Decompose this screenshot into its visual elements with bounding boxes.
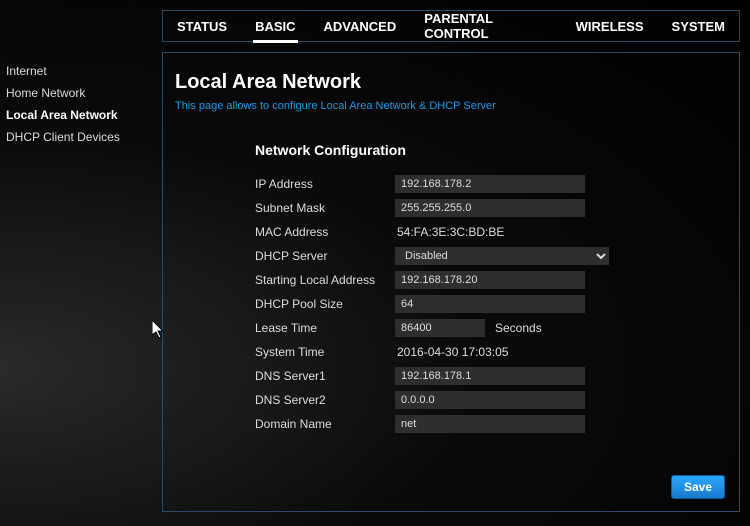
label-starting-local: Starting Local Address (255, 273, 395, 287)
page-title: Local Area Network (175, 71, 727, 94)
field-domain-name (395, 415, 727, 433)
tab-system[interactable]: SYSTEM (658, 11, 739, 41)
label-dns2: DNS Server2 (255, 393, 395, 407)
save-button[interactable]: Save (671, 475, 725, 499)
sidebar-item-internet[interactable]: Internet (6, 60, 156, 82)
field-subnet-mask (395, 199, 727, 217)
row-subnet-mask: Subnet Mask (255, 196, 727, 220)
top-nav: STATUSBASICADVANCEDPARENTAL CONTROLWIREL… (162, 10, 740, 42)
tab-status[interactable]: STATUS (163, 11, 241, 41)
tab-parental-control[interactable]: PARENTAL CONTROL (410, 11, 561, 41)
row-dhcp-pool-size: DHCP Pool Size (255, 292, 727, 316)
select-dhcp-server[interactable]: Disabled (395, 247, 609, 265)
main-panel: Local Area Network This page allows to c… (162, 52, 740, 512)
label-mac-address: MAC Address (255, 225, 395, 239)
row-dns1: DNS Server1 (255, 364, 727, 388)
label-dhcp-server: DHCP Server (255, 249, 395, 263)
field-dns1 (395, 367, 727, 385)
tab-advanced[interactable]: ADVANCED (310, 11, 411, 41)
field-ip-address (395, 175, 727, 193)
page-subtitle: This page allows to configure Local Area… (175, 100, 727, 112)
field-mac-address: 54:FA:3E:3C:BD:BE (395, 225, 727, 239)
input-dhcp-pool-size[interactable] (395, 295, 585, 313)
label-ip-address: IP Address (255, 177, 395, 191)
input-dns2[interactable] (395, 391, 585, 409)
input-dns1[interactable] (395, 367, 585, 385)
field-dhcp-server: Disabled (395, 247, 727, 265)
input-starting-local[interactable] (395, 271, 585, 289)
suffix-lease-time: Seconds (495, 321, 542, 335)
sidebar-item-home-network[interactable]: Home Network (6, 82, 156, 104)
input-domain-name[interactable] (395, 415, 585, 433)
config-form: IP Address Subnet Mask MAC Address54:FA:3E… (255, 172, 727, 436)
input-lease-time[interactable] (395, 319, 485, 337)
label-dhcp-pool-size: DHCP Pool Size (255, 297, 395, 311)
input-subnet-mask[interactable] (395, 199, 585, 217)
row-domain-name: Domain Name (255, 412, 727, 436)
label-subnet-mask: Subnet Mask (255, 201, 395, 215)
row-system-time: System Time2016-04-30 17:03:05 (255, 340, 727, 364)
tab-basic[interactable]: BASIC (241, 11, 309, 41)
row-mac-address: MAC Address54:FA:3E:3C:BD:BE (255, 220, 727, 244)
static-mac-address: 54:FA:3E:3C:BD:BE (395, 225, 504, 239)
row-ip-address: IP Address (255, 172, 727, 196)
input-ip-address[interactable] (395, 175, 585, 193)
label-domain-name: Domain Name (255, 417, 395, 431)
field-dns2 (395, 391, 727, 409)
field-dhcp-pool-size (395, 295, 727, 313)
sidebar: InternetHome NetworkLocal Area NetworkDH… (6, 60, 156, 148)
field-system-time: 2016-04-30 17:03:05 (395, 345, 727, 359)
label-system-time: System Time (255, 345, 395, 359)
tab-wireless[interactable]: WIRELESS (562, 11, 658, 41)
field-starting-local (395, 271, 727, 289)
label-dns1: DNS Server1 (255, 369, 395, 383)
row-lease-time: Lease Time Seconds (255, 316, 727, 340)
section-title: Network Configuration (255, 142, 727, 158)
sidebar-item-local-area-network[interactable]: Local Area Network (6, 104, 156, 126)
label-lease-time: Lease Time (255, 321, 395, 335)
row-dns2: DNS Server2 (255, 388, 727, 412)
row-starting-local: Starting Local Address (255, 268, 727, 292)
static-system-time: 2016-04-30 17:03:05 (395, 345, 508, 359)
row-dhcp-server: DHCP ServerDisabled (255, 244, 727, 268)
field-lease-time: Seconds (395, 319, 727, 337)
sidebar-item-dhcp-client-devices[interactable]: DHCP Client Devices (6, 126, 156, 148)
